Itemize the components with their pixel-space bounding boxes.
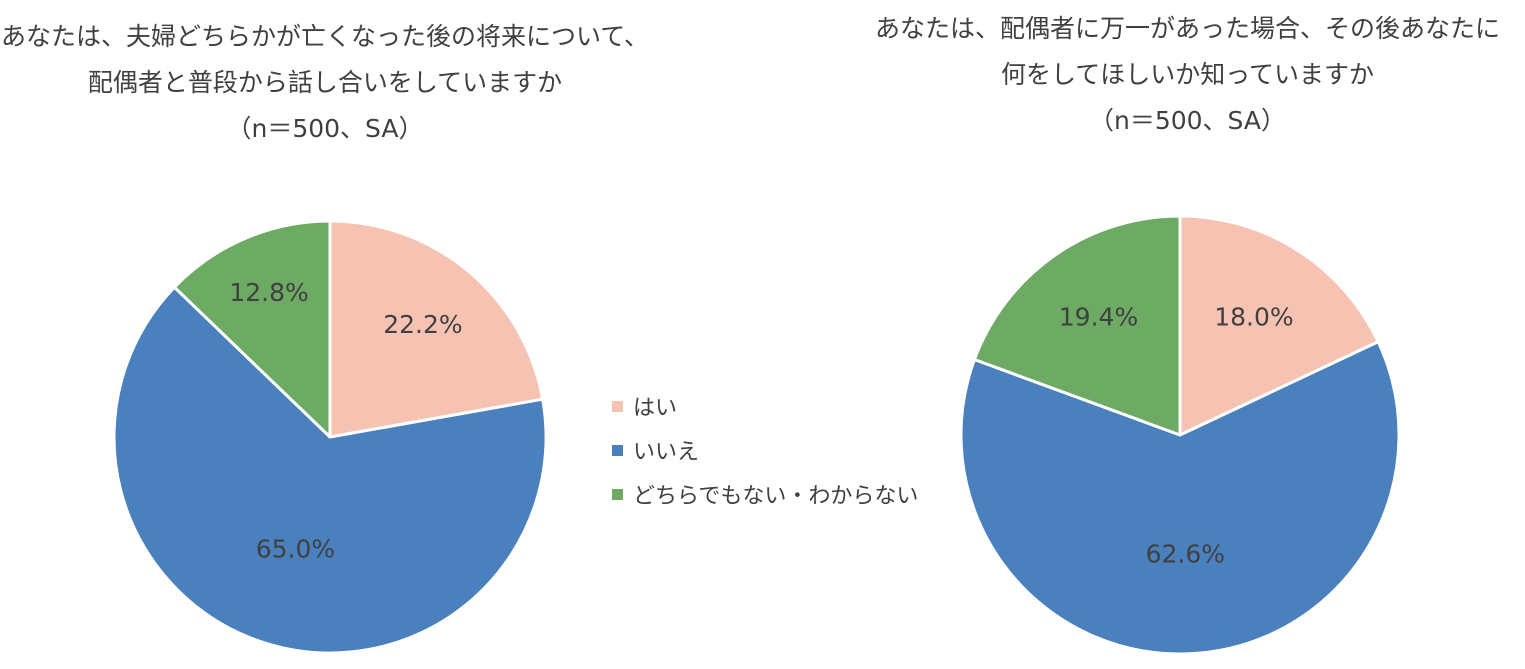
pie-slice-yes: [1178, 214, 1380, 437]
title-line: 何をしてほしいか知っていますか: [1000, 60, 1374, 89]
legend-swatch: [612, 444, 623, 456]
data-label-no: 62.6%: [1146, 539, 1225, 568]
pie-slice-neither: [172, 219, 332, 439]
data-label-neither: 19.4%: [1059, 302, 1138, 331]
data-label-neither: 12.8%: [229, 278, 308, 307]
title-line: 配偶者と普段から話し合いをしていますか: [87, 68, 563, 97]
pie-slice-yes: [328, 219, 545, 439]
legend-swatch: [612, 488, 623, 500]
legend-item-yes: はい: [612, 384, 918, 428]
legend-label: はい: [633, 396, 678, 421]
legend-label: どちらでもない・わからない: [633, 484, 919, 509]
title-line: あなたは、配偶者に万一があった場合、その後あなたに: [874, 14, 1500, 43]
data-label-yes: 22.2%: [383, 310, 462, 339]
title-line: あなたは、夫婦どちらかが亡くなった後の将来について、: [0, 22, 649, 51]
title-line: （n＝500、SA）: [226, 114, 424, 143]
legend-item-neither: どちらでもない・わからない: [612, 472, 918, 516]
data-label-yes: 18.0%: [1214, 303, 1293, 332]
title-line: （n＝500、SA）: [1089, 106, 1286, 135]
chart-title-right: あなたは、配偶者に万一があった場合、その後あなたに 何をしてほしいか知っています…: [850, 6, 1525, 144]
legend-label: いいえ: [633, 440, 700, 465]
chart-title-left: あなたは、夫婦どちらかが亡くなった後の将来について、 配偶者と普段から話し合いを…: [0, 14, 650, 152]
legend-item-no: いいえ: [612, 428, 918, 472]
data-label-no: 65.0%: [256, 535, 335, 564]
pie-slice-neither: [972, 214, 1182, 437]
legend-swatch: [612, 400, 623, 412]
pie-slice-no: [959, 340, 1401, 656]
legend: はい いいえ どちらでもない・わからない: [612, 384, 918, 516]
pie-slice-no: [112, 285, 548, 655]
